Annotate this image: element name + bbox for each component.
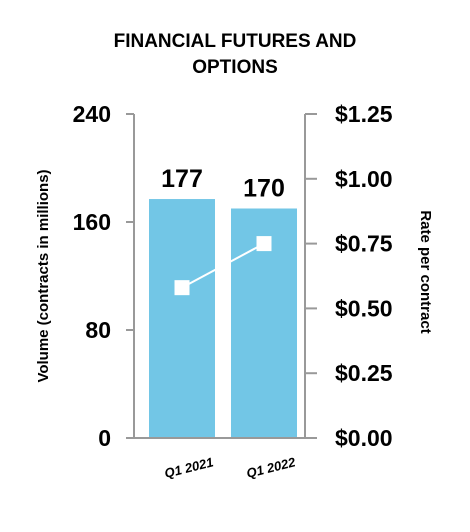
y-tick-right-label: $0.00	[335, 425, 393, 451]
y-tick-right-label: $0.75	[335, 231, 393, 257]
bar-q1-2021	[149, 199, 215, 438]
x-tick-label: Q1 2021	[163, 454, 215, 481]
data-label: 170	[243, 175, 285, 203]
y-tick-right-label: $0.25	[335, 360, 393, 386]
y-axis-right-title: Rate per contract	[417, 210, 434, 333]
data-label: 177	[161, 165, 203, 193]
x-tick-label: Q1 2022	[245, 454, 298, 481]
rate-line	[181, 242, 265, 289]
y-tick-left-label: 0	[98, 425, 111, 451]
plot-area: 177 170 0 80 160 240 $0.00 $0.25 $0.50 $0.75 $1.00…	[73, 101, 393, 481]
y-tick-right-label: $1.25	[335, 101, 393, 127]
y-tick-right-label: $1.00	[335, 166, 393, 192]
y-axis-left-title: Volume (contracts in millions)	[35, 169, 52, 382]
y-tick-left-label: 80	[85, 317, 111, 343]
rate-marker	[174, 280, 190, 296]
y-tick-left-label: 160	[73, 209, 111, 235]
chart-title: FINANCIAL FUTURES AND OPTIONS	[114, 31, 357, 78]
y-tick-left-label: 240	[73, 101, 111, 127]
chart-title-line-2: OPTIONS	[192, 57, 278, 78]
chart-title-line-1: FINANCIAL FUTURES AND	[114, 31, 357, 52]
y-tick-right-label: $0.50	[335, 295, 393, 321]
rate-marker	[256, 236, 272, 252]
